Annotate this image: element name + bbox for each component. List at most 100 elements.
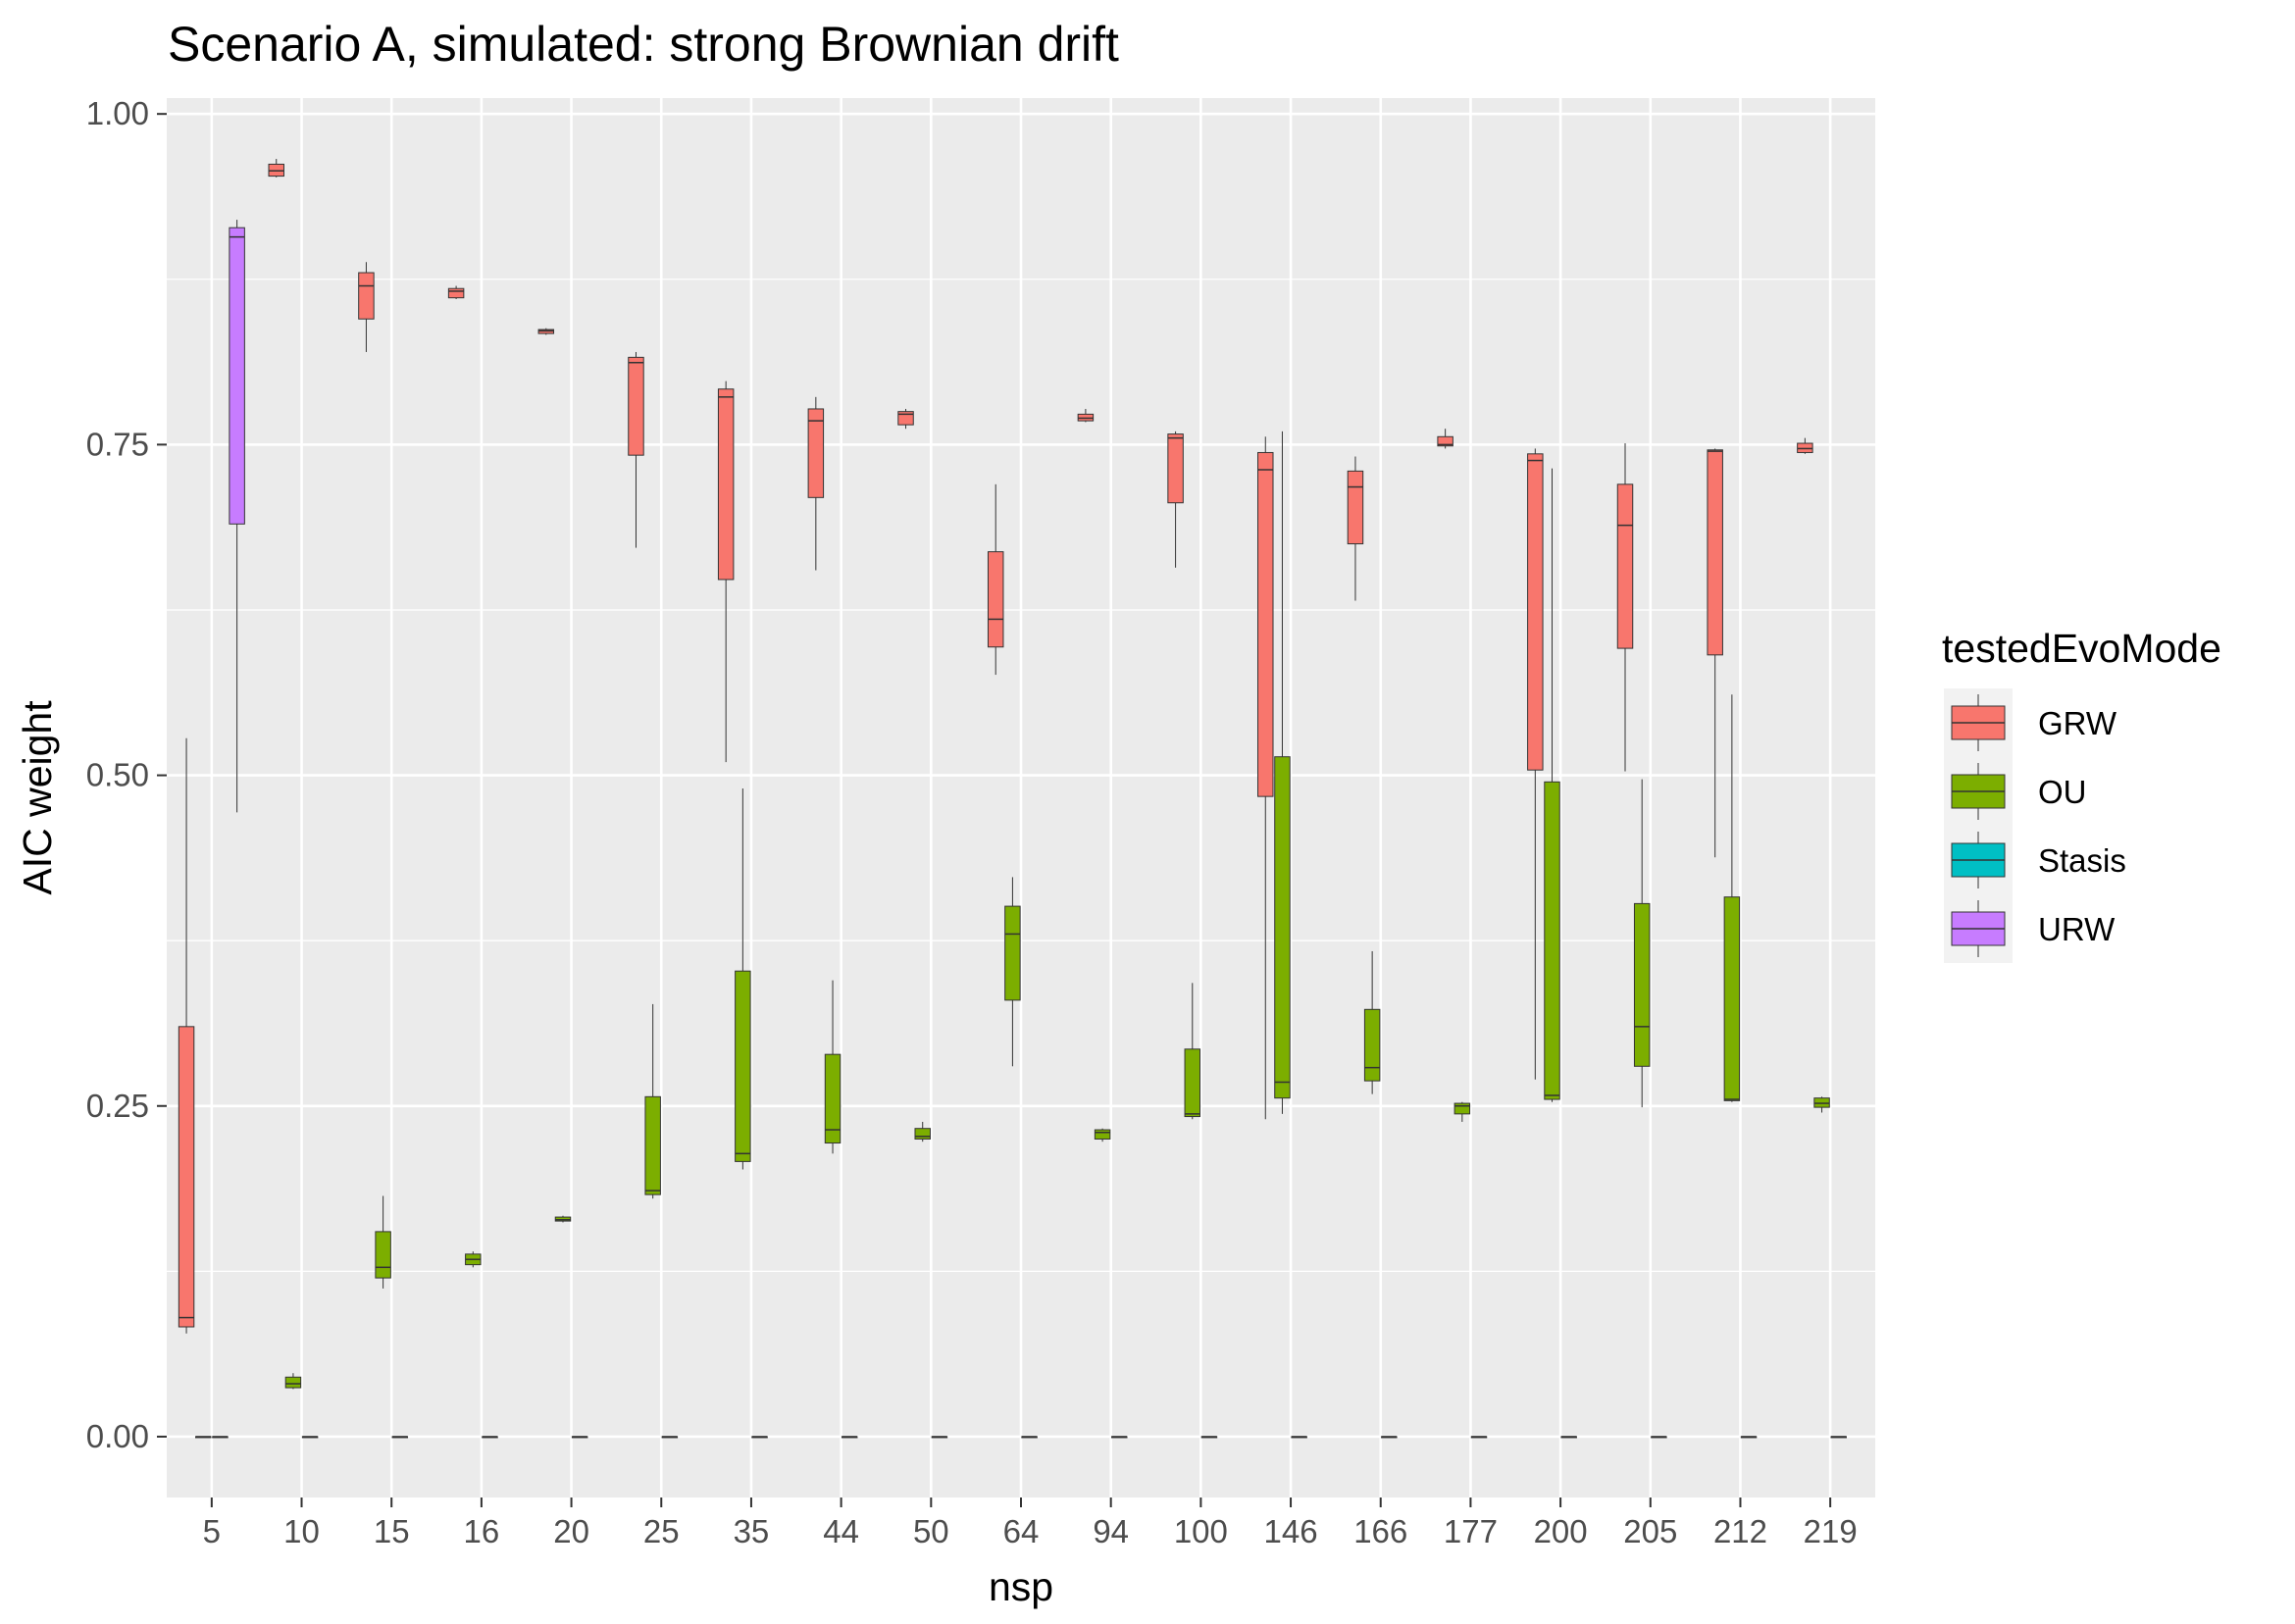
box-grw-200 xyxy=(1527,448,1544,1080)
box-stasis-44 xyxy=(841,1436,858,1439)
box-body xyxy=(1544,781,1560,1100)
y-tick-label: 0.75 xyxy=(86,426,149,462)
box-grw-5 xyxy=(178,737,195,1334)
y-tick-label: 1.00 xyxy=(86,95,149,131)
box-grw-212 xyxy=(1707,448,1723,858)
box-body xyxy=(358,272,375,320)
y-axis-title: AIC weight xyxy=(15,700,60,895)
box-body xyxy=(628,356,644,456)
legend-label: OU xyxy=(2038,774,2087,810)
box-body xyxy=(807,408,825,498)
x-tick-label: 166 xyxy=(1353,1513,1407,1549)
box-stasis-35 xyxy=(751,1436,768,1439)
box-stasis-200 xyxy=(1560,1436,1577,1439)
box-body xyxy=(1633,902,1651,1067)
x-tick-label: 15 xyxy=(374,1513,410,1549)
grid-lines xyxy=(167,98,1875,1497)
box-ou-25 xyxy=(644,1003,661,1199)
box-ou-5 xyxy=(195,1436,212,1439)
box-body xyxy=(1257,451,1274,797)
box-grw-177 xyxy=(1437,429,1454,449)
box-grw-10 xyxy=(268,159,284,178)
box-ou-64 xyxy=(1004,877,1021,1067)
box-stasis-20 xyxy=(571,1436,588,1439)
box-stasis-25 xyxy=(661,1436,679,1439)
legend-entry-grw: GRW xyxy=(1944,688,2117,757)
box-grw-15 xyxy=(358,262,375,352)
legend-label: URW xyxy=(2038,911,2116,947)
box-ou-219 xyxy=(1813,1096,1830,1113)
box-stasis-212 xyxy=(1740,1436,1758,1439)
box-body xyxy=(824,1053,842,1144)
box-body xyxy=(987,551,1004,648)
box-ou-10 xyxy=(284,1373,302,1390)
box-ou-35 xyxy=(735,788,751,1170)
box-ou-146 xyxy=(1274,431,1291,1114)
box-grw-205 xyxy=(1616,443,1634,772)
box-body xyxy=(1707,449,1723,656)
legend-title: testedEvoMode xyxy=(1942,626,2221,671)
y-tick-label: 0.00 xyxy=(86,1418,149,1454)
box-body xyxy=(1167,433,1184,504)
box-grw-94 xyxy=(1077,408,1095,423)
x-tick-label: 94 xyxy=(1093,1513,1129,1549)
box-ou-100 xyxy=(1184,983,1201,1120)
box-stasis-15 xyxy=(391,1436,409,1439)
box-grw-25 xyxy=(628,351,644,548)
box-stasis-94 xyxy=(1111,1436,1128,1439)
box-grw-20 xyxy=(537,328,555,335)
box-body xyxy=(1274,756,1291,1099)
box-ou-94 xyxy=(1094,1128,1111,1142)
box-body xyxy=(1723,896,1741,1101)
box-stasis-16 xyxy=(482,1436,498,1439)
box-stasis-146 xyxy=(1291,1436,1307,1439)
box-ou-15 xyxy=(375,1195,391,1289)
legend-entry-ou: OU xyxy=(1944,757,2087,826)
x-tick-label: 35 xyxy=(734,1513,770,1549)
box-ou-212 xyxy=(1723,694,1741,1102)
box-body xyxy=(284,1376,302,1389)
box-grw-64 xyxy=(987,483,1004,676)
box-body xyxy=(178,1026,195,1328)
box-body xyxy=(735,970,751,1162)
boxes xyxy=(178,159,1847,1439)
legend-entry-stasis: Stasis xyxy=(1944,826,2126,894)
box-stasis-64 xyxy=(1021,1436,1038,1439)
box-grw-50 xyxy=(897,408,914,430)
box-body xyxy=(914,1128,931,1140)
x-tick-label: 5 xyxy=(203,1513,221,1549)
x-tick-label: 177 xyxy=(1444,1513,1498,1549)
y-tick-label: 0.25 xyxy=(86,1088,149,1124)
box-stasis-100 xyxy=(1200,1436,1218,1439)
x-tick-label: 20 xyxy=(553,1513,589,1549)
x-tick-label: 100 xyxy=(1174,1513,1228,1549)
box-body xyxy=(644,1095,661,1195)
legend-label: GRW xyxy=(2038,705,2117,741)
legend-entry-urw: URW xyxy=(1944,894,2116,963)
box-body xyxy=(229,227,245,525)
x-tick-label: 25 xyxy=(643,1513,680,1549)
box-body xyxy=(1437,435,1454,447)
x-tick-label: 219 xyxy=(1804,1513,1858,1549)
x-tick-label: 16 xyxy=(464,1513,500,1549)
box-urw-5 xyxy=(229,220,245,813)
box-grw-146 xyxy=(1257,436,1274,1120)
box-body xyxy=(1454,1102,1471,1115)
axes: 0.00 0.25 0.50 0.75 1.00 5 10 15 16 20 25 35 44 50 64 9… xyxy=(86,95,1858,1549)
legend: testedEvoMode GRW OU Stasis URW xyxy=(1942,626,2221,963)
box-body xyxy=(1004,905,1021,1001)
x-tick-label: 146 xyxy=(1264,1513,1318,1549)
box-grw-166 xyxy=(1347,456,1364,601)
box-ou-200 xyxy=(1544,468,1560,1102)
x-tick-label: 205 xyxy=(1623,1513,1677,1549)
box-stasis-205 xyxy=(1651,1436,1667,1439)
box-grw-44 xyxy=(807,396,825,571)
box-body xyxy=(1616,483,1634,649)
box-stasis-177 xyxy=(1470,1436,1488,1439)
box-ou-166 xyxy=(1363,950,1381,1094)
box-stasis-219 xyxy=(1830,1436,1847,1439)
box-body xyxy=(717,388,735,581)
x-tick-label: 10 xyxy=(283,1513,320,1549)
x-tick-label: 64 xyxy=(1003,1513,1040,1549)
